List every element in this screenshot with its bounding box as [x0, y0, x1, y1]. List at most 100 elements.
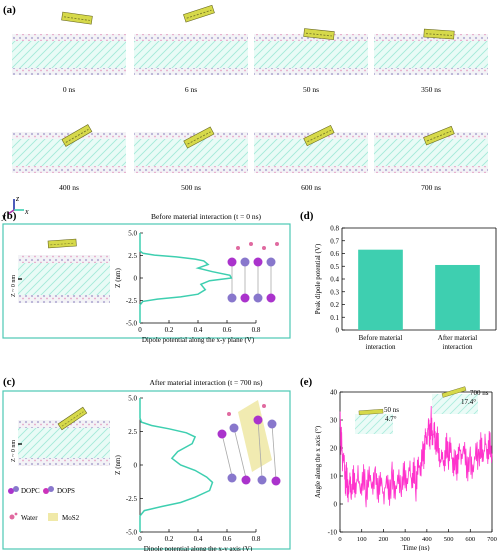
angle-trace-line [339, 405, 493, 508]
frame-time-label: 700 ns [421, 183, 441, 192]
y-tick-label: 0.3 [330, 288, 339, 296]
mos2-sheet-atoms [187, 131, 211, 145]
y-axis-title: Peak dipole potential (V) [314, 243, 322, 314]
x-tick-label: 0.2 [165, 326, 174, 334]
y-tick-label: 2.5 [128, 428, 137, 436]
x-tick-label: 0.4 [194, 326, 203, 334]
x-tick-label: 0.8 [252, 326, 261, 334]
mos2-sheet-atoms [186, 9, 212, 19]
mos2-sheet-atoms [425, 33, 452, 36]
triad-x: x [24, 207, 29, 216]
panel-c-z-marker: Z ~ 0 nm [11, 440, 17, 462]
frame-core [12, 41, 126, 68]
triad-z: z [15, 194, 20, 203]
frame-2: 50 ns [254, 28, 368, 94]
x-tick-label: 0 [338, 536, 341, 543]
panel-a-label: (a) [3, 4, 16, 16]
y-tick-label: 0.2 [330, 301, 339, 309]
axes-triad: z y x [1, 194, 29, 221]
frame-4: 400 ns [12, 124, 126, 192]
panel-d-label: (d) [300, 210, 314, 222]
y-tick-label: 10 [330, 473, 338, 481]
legend-dopc: DOPC [21, 487, 40, 495]
panel-b-membrane: Z ~ 0 nm [11, 238, 110, 303]
y-tick-label: 30 [330, 417, 338, 425]
mos2-sheet-body [183, 126, 215, 149]
frame-time-label: 50 ns [303, 85, 319, 94]
panel-c-schematic [217, 400, 281, 486]
chart-c: 0 0.2 0.4 0.6 0.8 -5.0 -2.5 0 2.5 5.0 Dipole poten… [114, 395, 261, 551]
panel-b-z-marker: Z ~ 0 nm [11, 275, 17, 297]
mos2-sheet [61, 11, 93, 25]
panel-b-schematic [227, 242, 279, 303]
y-tick-label: -5.0 [126, 320, 138, 328]
y-axis-title: Z (nm) [114, 455, 122, 475]
triad-y: y [1, 212, 6, 221]
frame-bottom-leaflet [134, 166, 248, 173]
y-tick-label: 0 [336, 327, 340, 335]
x-tick-label: 0.2 [165, 535, 174, 543]
mos2-sheet [303, 124, 335, 147]
frame-time-label: 350 ns [421, 85, 441, 94]
frame-time-label: 400 ns [59, 183, 79, 192]
category-label: Before material [359, 334, 403, 342]
panel-c-membrane: Z ~ 0 nm [11, 406, 110, 466]
frame-bottom-leaflet [254, 68, 368, 75]
mos2-sheet [423, 125, 455, 146]
frame-7: 700 ns [374, 125, 488, 192]
x-tick-label: 0.8 [252, 535, 261, 543]
legend-water: Water [21, 514, 38, 522]
x-axis-title: Time (ns) [402, 544, 430, 551]
frame-bottom-leaflet [134, 68, 248, 75]
y-tick-label: 0 [134, 275, 138, 283]
mos2-sheet-atoms [63, 16, 90, 21]
bar-1 [435, 264, 480, 330]
dipole-profile-line [139, 398, 214, 532]
y-tick-label: 0.6 [330, 250, 339, 258]
x-tick-label: 0.6 [223, 535, 232, 543]
x-tick-label: 400 [422, 536, 432, 543]
y-tick-label: 0 [134, 462, 138, 470]
y-tick-label: -2.5 [126, 297, 138, 305]
mos2-sheet-body [303, 28, 335, 40]
frame-time-label: 600 ns [301, 183, 321, 192]
frame-core [254, 41, 368, 68]
x-axis-title: Dipole potential along the x-y plane (V) [142, 336, 255, 344]
y-tick-label: 0 [334, 501, 338, 509]
x-axis-title: Dipole potential along the x-y axis (V) [144, 545, 253, 551]
mos2-sheet [423, 28, 455, 40]
dipole-profile-line [139, 233, 233, 323]
mos2-sheet-body [303, 124, 335, 147]
chart-b: 0 0.2 0.4 0.6 0.8 -5.0 -2.5 0 2.5 5.0 Dipole poten… [114, 230, 261, 345]
mos2-sheet [183, 4, 215, 23]
mos2-sheet-body [183, 4, 215, 23]
mos2-sheet-atoms [307, 129, 331, 143]
y-tick-label: 0.5 [330, 263, 339, 271]
y-tick-label: 0.4 [330, 276, 339, 284]
mos2-sheet [183, 126, 215, 149]
x-tick-label: 0 [138, 535, 142, 543]
frame-time-label: 0 ns [63, 85, 75, 94]
y-tick-label: 20 [330, 445, 338, 453]
frame-0: 0 ns [12, 11, 126, 94]
panel-b-label: (b) [3, 210, 17, 222]
x-tick-label: 0.4 [194, 535, 203, 543]
frame-6: 600 ns [254, 124, 368, 192]
frame-bottom-leaflet [12, 166, 126, 173]
inset-50-time: 50 ns [384, 406, 399, 414]
frames-group: 0 ns 6 ns 50 ns 350 ns 400 ns 500 ns 600 ns 700… [12, 4, 488, 192]
y-tick-label: 5.0 [128, 230, 137, 238]
panel-b-title: Before material interaction (t = 0 ns) [151, 212, 262, 221]
x-tick-label: 600 [465, 536, 475, 543]
panel-e-insets: 50 ns 4.7° 700 ns 17.4° [355, 386, 489, 434]
panel-c-title: After material interaction (t = 700 ns) [150, 378, 263, 387]
mos2-sheet-body [61, 124, 93, 147]
inset-700-angle: 17.4° [461, 398, 476, 406]
x-tick-label: 200 [379, 536, 389, 543]
category-label-cont: interaction [366, 343, 396, 351]
frame-time-label: 6 ns [185, 85, 197, 94]
y-tick-label: 40 [330, 389, 338, 397]
panel-e-label: (e) [300, 376, 313, 388]
